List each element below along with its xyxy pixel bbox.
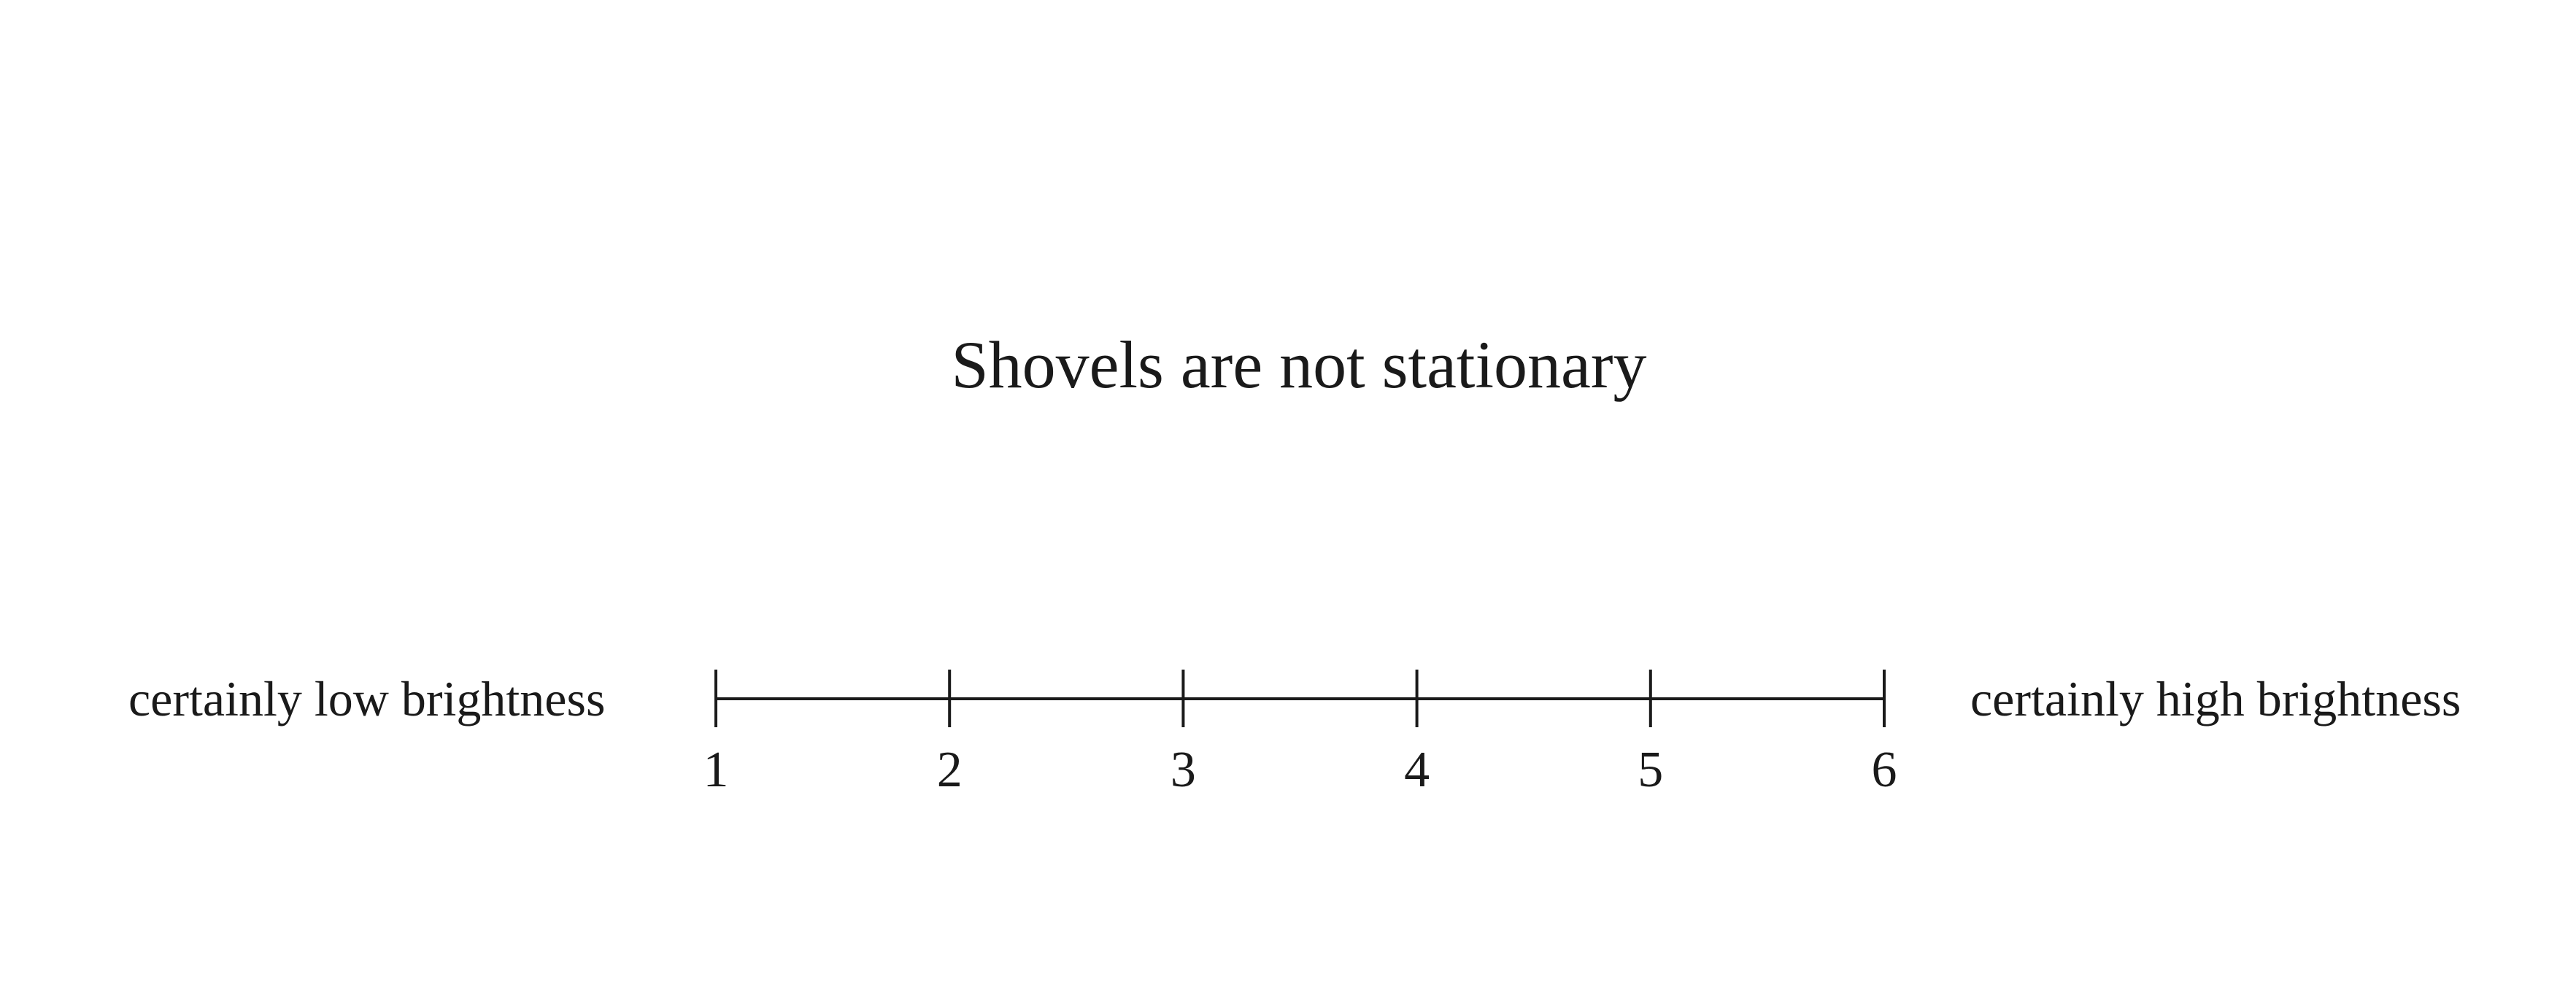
statement-title: Shovels are not stationary [951, 328, 1647, 402]
scale-point-label-1: 1 [703, 742, 729, 798]
left-anchor-label: certainly low brightness [128, 671, 606, 726]
scale-point-label-3: 3 [1171, 742, 1196, 798]
scale-point-label-6: 6 [1872, 742, 1897, 798]
scale-point-label-4: 4 [1404, 742, 1430, 798]
scale-point-label-5: 5 [1638, 742, 1663, 798]
scale-point-label-2: 2 [937, 742, 963, 798]
right-anchor-label: certainly high brightness [1970, 671, 2461, 726]
